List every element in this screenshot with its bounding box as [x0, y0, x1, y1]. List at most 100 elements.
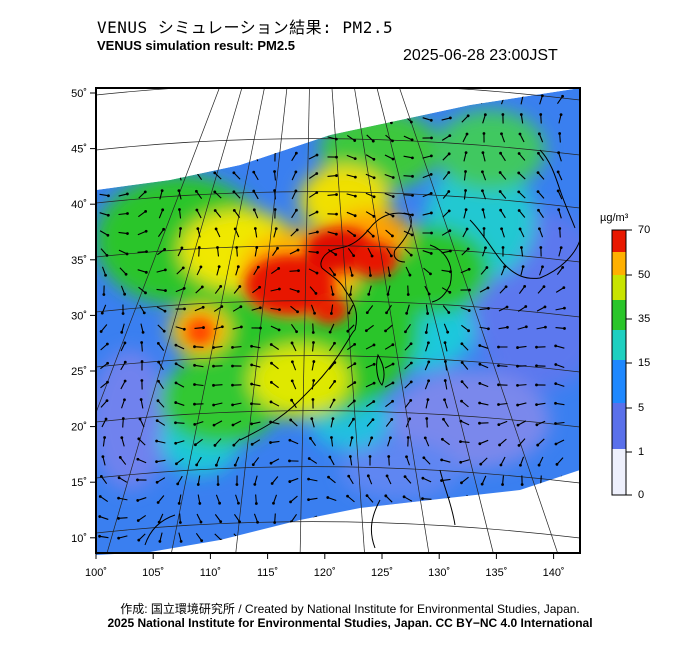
- wind-arrow-head: [335, 233, 338, 236]
- wind-arrow-head: [390, 254, 393, 257]
- wind-arrow-head: [333, 380, 336, 383]
- wind-arrow-head: [198, 502, 201, 505]
- wind-arrow-head: [217, 483, 220, 486]
- wind-arrow-head: [544, 326, 547, 329]
- wind-arrow-head: [144, 191, 147, 194]
- wind-arrow-head: [252, 190, 255, 193]
- wind-arrow-head: [219, 285, 222, 288]
- wind-arrow-head: [270, 401, 273, 404]
- wind-arrow-head: [535, 346, 538, 349]
- wind-arrow-head: [232, 171, 235, 174]
- wind-arrow-head: [539, 246, 542, 249]
- wind-arrow-head: [297, 249, 300, 252]
- wind-arrow-head: [142, 331, 145, 334]
- wind-arrow-head: [255, 502, 258, 505]
- wind-arrow-head: [233, 209, 236, 212]
- wind-arrow-head: [497, 403, 500, 406]
- wind-arrow-head: [478, 382, 481, 385]
- wind-arrow-head: [404, 475, 407, 478]
- wind-arrow-head: [557, 208, 560, 211]
- wind-arrow-head: [461, 380, 464, 383]
- wind-arrow-head: [535, 403, 538, 406]
- wind-arrow-head: [106, 399, 109, 402]
- wind-arrow-head: [270, 462, 273, 465]
- wind-arrow-head: [467, 114, 470, 117]
- wind-arrow-head: [501, 113, 504, 116]
- wind-arrow-head: [202, 306, 205, 309]
- wind-arrow-head: [347, 475, 350, 478]
- wind-arrow-head: [426, 312, 429, 315]
- wind-arrow-head: [346, 330, 349, 333]
- wind-arrow-head: [539, 113, 542, 116]
- wind-arrow-head: [563, 327, 566, 330]
- wind-arrow-head: [237, 265, 240, 268]
- wind-arrow-head: [558, 132, 561, 135]
- wind-arrow-head: [391, 400, 394, 403]
- wind-arrow-head: [465, 151, 468, 154]
- wind-arrow-head: [460, 420, 463, 423]
- wind-arrow-head: [144, 210, 147, 213]
- wind-arrow-head: [291, 342, 294, 345]
- wind-arrow-head: [460, 342, 463, 345]
- lon-label: 115˚: [257, 567, 278, 579]
- wind-arrow-head: [312, 398, 315, 401]
- wind-arrow-head: [372, 400, 375, 403]
- wind-arrow-head: [484, 246, 487, 249]
- wind-arrow-head: [140, 398, 143, 401]
- wind-arrow-head: [392, 176, 395, 179]
- wind-arrow-head: [200, 266, 203, 269]
- lat-label: 35˚: [71, 255, 87, 267]
- wind-arrow-head: [518, 444, 521, 447]
- wind-arrow-head: [405, 455, 408, 458]
- wind-arrow-head: [430, 192, 433, 195]
- wind-arrow-head: [517, 190, 520, 193]
- wind-arrow-head: [448, 152, 451, 155]
- wind-arrow-head: [101, 455, 104, 458]
- wind-arrow-head: [155, 460, 158, 463]
- wind-arrow-head: [175, 344, 178, 347]
- wind-arrow-head: [521, 483, 524, 486]
- wind-arrow-head: [179, 521, 182, 524]
- wind-arrow-head: [312, 331, 315, 334]
- wind-arrow-head: [459, 440, 462, 443]
- wind-arrow-head: [161, 208, 164, 211]
- wind-arrow-head: [259, 327, 262, 330]
- wind-arrow-head: [295, 190, 298, 193]
- wind-arrow-head: [354, 176, 357, 179]
- wind-arrow-head: [278, 328, 281, 331]
- wind-arrow-head: [405, 312, 408, 315]
- wind-arrow-head: [537, 209, 540, 212]
- wind-arrow-head: [215, 464, 218, 467]
- wind-arrow-head: [461, 361, 464, 364]
- wind-arrow-head: [316, 154, 319, 157]
- wind-arrow-head: [250, 345, 253, 348]
- wind-arrow-head: [442, 418, 445, 421]
- wind-arrow-head: [519, 133, 522, 136]
- wind-arrow-head: [183, 287, 186, 290]
- wind-arrow-head: [430, 119, 433, 122]
- wind-arrow-head: [218, 265, 221, 268]
- wind-arrow-head: [119, 456, 122, 459]
- wind-arrow-head: [253, 208, 256, 211]
- wind-arrow-head: [104, 274, 107, 277]
- wind-arrow-head: [354, 214, 357, 217]
- wind-arrow-head: [482, 208, 485, 211]
- wind-arrow-head: [373, 363, 376, 366]
- wind-arrow-head: [250, 423, 253, 426]
- wind-arrow-head: [231, 346, 234, 349]
- wind-arrow-head: [372, 158, 375, 161]
- wind-arrow-head: [554, 344, 557, 347]
- wind-arrow-head: [193, 423, 196, 426]
- wind-arrow-head: [351, 274, 354, 277]
- wind-arrow-head: [309, 437, 312, 440]
- wind-arrow-head: [291, 360, 294, 363]
- wind-arrow-head: [174, 421, 177, 424]
- wind-arrow-head: [158, 521, 161, 524]
- wind-arrow-head: [466, 133, 469, 136]
- colorbar: [612, 230, 632, 495]
- wind-arrow-head: [315, 292, 318, 295]
- wind-arrow-head: [270, 381, 273, 384]
- wind-arrow-head: [522, 265, 525, 268]
- wind-arrow-head: [352, 254, 355, 257]
- wind-arrow-head: [164, 268, 167, 271]
